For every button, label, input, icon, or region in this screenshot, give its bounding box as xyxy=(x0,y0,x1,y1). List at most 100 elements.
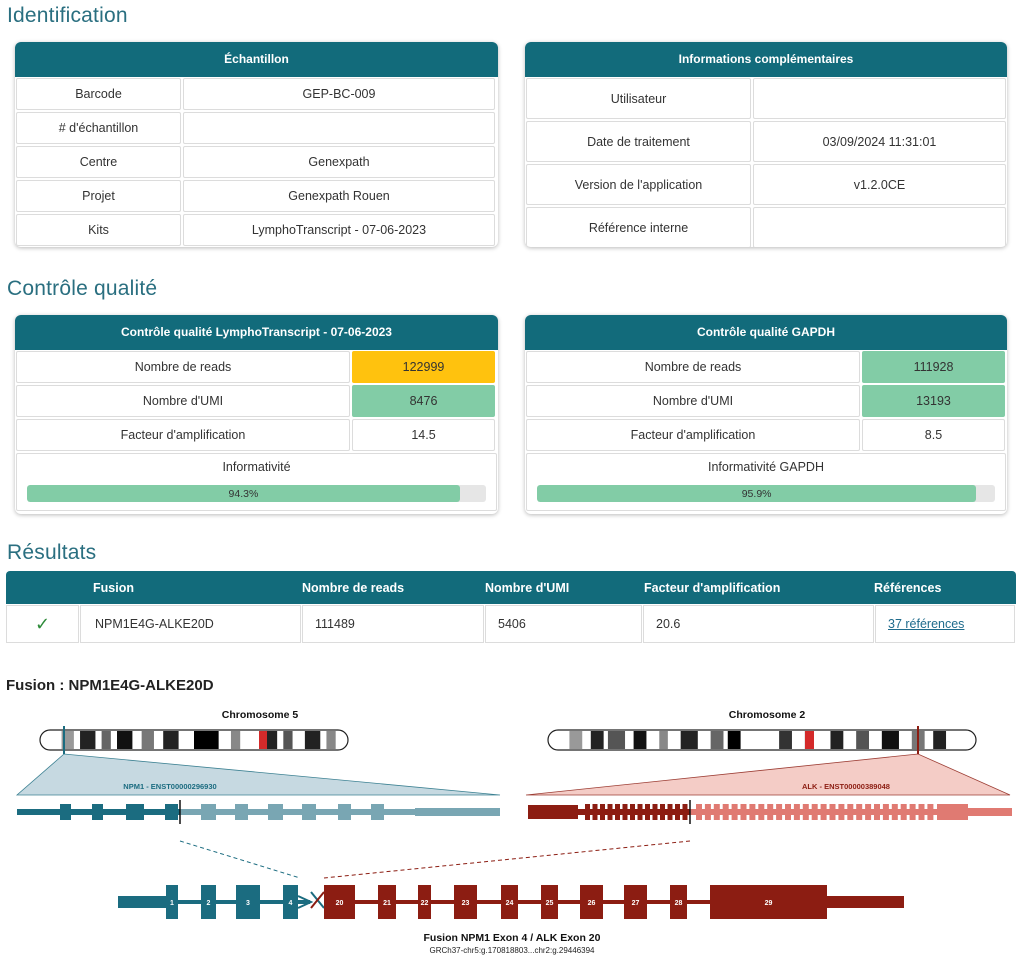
results-table-header: Fusion Nombre de reads Nombre d'UMI Fact… xyxy=(6,571,1016,604)
npm1-exon xyxy=(60,804,71,820)
qc-row-value: 13193 xyxy=(862,385,1005,417)
info-row: Référence interne xyxy=(525,206,1007,247)
info-row: Version de l'application v1.2.0CE xyxy=(525,163,1007,206)
fusion-alk-exon-label: 26 xyxy=(588,900,596,907)
alk-exon xyxy=(652,804,658,820)
info-row-value xyxy=(753,207,1006,247)
sample-card: Échantillon Barcode GEP-BC-009 # d'échanti… xyxy=(15,42,498,247)
fusion-npm1-exon-label: 4 xyxy=(289,900,293,907)
sample-row: Kits LymphoTranscript - 07-06-2023 xyxy=(15,213,498,247)
qc-gapdh-informativity: Informativité GAPDH 95.9% xyxy=(526,453,1006,511)
check-icon: ✓ xyxy=(6,605,79,643)
qc-row: Nombre d'UMI 13193 xyxy=(525,384,1007,418)
alk-exon xyxy=(749,804,756,820)
qc-row: Nombre de reads 111928 xyxy=(525,350,1007,384)
qc-row: Facteur d'amplification 14.5 xyxy=(15,418,498,452)
info-row-value: 03/09/2024 11:31:01 xyxy=(753,121,1006,162)
fusion-coords: GRCh37-chr5:g.170818803...chr2:g.2944639… xyxy=(429,946,595,955)
section-results: Résultats xyxy=(7,541,97,564)
table-row[interactable]: ✓ NPM1E4G-ALKE20D 111489 5406 20.6 37 ré… xyxy=(6,604,1016,644)
chromosome-band xyxy=(194,731,219,749)
npm1-exon xyxy=(302,804,316,820)
col-amplification[interactable]: Facteur d'amplification xyxy=(644,580,781,595)
fusion-alk-exon-label: 20 xyxy=(336,900,344,907)
alk-exon xyxy=(528,805,578,819)
chromosome-band xyxy=(101,731,111,749)
fusion-npm1-exon-label: 3 xyxy=(246,900,250,907)
alk-exon xyxy=(767,804,774,820)
fusion-alk-exon xyxy=(418,885,431,919)
qc-kit-informativity: Informativité 94.3% xyxy=(16,453,497,511)
sample-row: Centre Genexpath xyxy=(15,145,498,179)
fusion-title: Fusion : NPM1E4G-ALKE20D xyxy=(6,677,214,694)
chromosome-band xyxy=(633,731,647,749)
npm1-exon xyxy=(338,804,351,820)
fusion-alk-exon xyxy=(541,885,558,919)
info-row: Utilisateur xyxy=(525,77,1007,120)
sample-row: Projet Genexpath Rouen xyxy=(15,179,498,213)
alk-exon xyxy=(637,804,643,820)
qc-gapdh-card-header: Contrôle qualité GAPDH xyxy=(525,315,1007,350)
col-fusion[interactable]: Fusion xyxy=(93,580,134,595)
fusion-npm1-exon xyxy=(166,885,178,919)
qc-row-label: Facteur d'amplification xyxy=(16,419,350,451)
alk-exon xyxy=(811,804,818,820)
qc-gapdh-card: Contrôle qualité GAPDH Nombre de reads 11… xyxy=(525,315,1007,514)
sample-card-header: Échantillon xyxy=(15,42,498,77)
alk-exon xyxy=(882,804,889,820)
fusion-transcript-model: 1 2 3 4 20 21 22 23 24 25 26 27 28 29 xyxy=(118,885,904,919)
centromere xyxy=(805,731,814,749)
alk-breakpoint-connector xyxy=(323,840,691,879)
chromosome-band xyxy=(779,731,792,749)
results-table: Fusion Nombre de reads Nombre d'UMI Fact… xyxy=(6,571,1016,644)
sample-row-value xyxy=(183,112,495,144)
alk-exon xyxy=(909,804,916,820)
col-references[interactable]: Références xyxy=(874,580,942,595)
alk-exon xyxy=(856,804,863,820)
alk-exon xyxy=(667,804,673,820)
chromosome-band xyxy=(326,731,336,749)
chromosome-band xyxy=(856,731,869,749)
alk-exon xyxy=(785,804,791,820)
qc-kit-card: Contrôle qualité LymphoTranscript - 07-0… xyxy=(15,315,498,514)
qc-row-label: Nombre d'UMI xyxy=(16,385,350,417)
alk-exon xyxy=(704,804,711,820)
npm1-exon xyxy=(165,804,178,820)
fusion-alk-exon-label: 28 xyxy=(675,900,683,907)
chr2-label: Chromosome 2 xyxy=(729,709,806,721)
informativity-gapdh-progress-fill: 95.9% xyxy=(537,485,977,502)
references-link[interactable]: 37 références xyxy=(888,617,965,631)
alk-gene-model xyxy=(528,800,1012,824)
info-row-value: v1.2.0CE xyxy=(753,164,1006,205)
npm1-breakpoint-connector xyxy=(179,840,301,879)
fusion-npm1-exon xyxy=(283,885,298,919)
chromosome-band xyxy=(283,731,293,749)
qc-row-label: Nombre de reads xyxy=(526,351,860,383)
chromosome-band xyxy=(590,731,604,749)
qc-row-value: 8476 xyxy=(352,385,495,417)
informativity-progress-fill: 94.3% xyxy=(27,485,460,502)
col-reads[interactable]: Nombre de reads xyxy=(302,580,405,595)
info-row-label: Référence interne xyxy=(526,207,751,247)
alk-transcript-label: ALK - ENST00000389048 xyxy=(802,782,890,791)
reads-value: 111489 xyxy=(302,605,484,643)
fusion-diagram: Chromosome 5 Chromosome 2 NPM1 - ENST000… xyxy=(15,709,1012,955)
sample-row-label: Barcode xyxy=(16,78,181,110)
npm1-gene-model xyxy=(17,800,500,824)
alk-exon xyxy=(585,804,590,820)
npm1-transcript-label: NPM1 - ENST00000296930 xyxy=(123,782,216,791)
alk-exon xyxy=(645,804,650,820)
info-row-label: Date de traitement xyxy=(526,121,751,162)
chromosome-band xyxy=(163,731,179,749)
fusion-alk-exon xyxy=(670,885,687,919)
informativity-progress-bar: 94.3% xyxy=(27,485,486,502)
fusion-name: NPM1E4G-ALKE20D xyxy=(80,605,301,643)
fusion-alk-exon-label: 24 xyxy=(506,900,514,907)
sample-row-label: # d'échantillon xyxy=(16,112,181,144)
info-row-label: Version de l'application xyxy=(526,164,751,205)
alk-exon xyxy=(592,804,598,820)
chr5-ideogram xyxy=(39,726,349,754)
alk-exon xyxy=(847,804,854,820)
chromosome-band xyxy=(117,731,133,749)
col-umi[interactable]: Nombre d'UMI xyxy=(485,580,570,595)
